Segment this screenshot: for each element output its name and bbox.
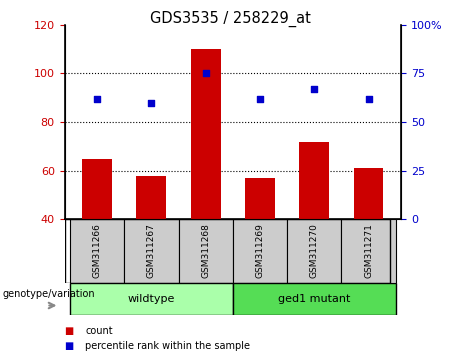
Text: ■: ■ — [65, 341, 74, 351]
Text: wildtype: wildtype — [128, 294, 175, 304]
Bar — [299, 142, 329, 219]
Text: GSM311267: GSM311267 — [147, 223, 156, 278]
Bar — [354, 169, 384, 219]
Bar — [136, 176, 166, 219]
Text: ged1 mutant: ged1 mutant — [278, 294, 350, 304]
Text: GDS3535 / 258229_at: GDS3535 / 258229_at — [150, 11, 311, 27]
Bar — [245, 178, 275, 219]
Point — [202, 70, 209, 76]
Bar — [287, 219, 341, 283]
Bar — [233, 219, 287, 283]
Text: GSM311270: GSM311270 — [310, 223, 319, 278]
Text: genotype/variation: genotype/variation — [2, 289, 95, 299]
Bar — [233, 283, 396, 315]
Bar — [82, 159, 112, 219]
Bar — [178, 219, 233, 283]
Point — [311, 86, 318, 92]
Bar — [191, 49, 221, 219]
Point — [148, 100, 155, 105]
Text: GSM311271: GSM311271 — [364, 223, 373, 278]
Bar — [341, 219, 396, 283]
Point — [94, 96, 101, 102]
Text: count: count — [85, 326, 113, 336]
Bar — [70, 283, 233, 315]
Bar — [124, 219, 178, 283]
Text: ■: ■ — [65, 326, 74, 336]
Text: GSM311268: GSM311268 — [201, 223, 210, 278]
Point — [256, 96, 264, 102]
Point — [365, 96, 372, 102]
Text: GSM311266: GSM311266 — [93, 223, 101, 278]
Text: GSM311269: GSM311269 — [255, 223, 265, 278]
Bar — [70, 219, 124, 283]
Text: percentile rank within the sample: percentile rank within the sample — [85, 341, 250, 351]
